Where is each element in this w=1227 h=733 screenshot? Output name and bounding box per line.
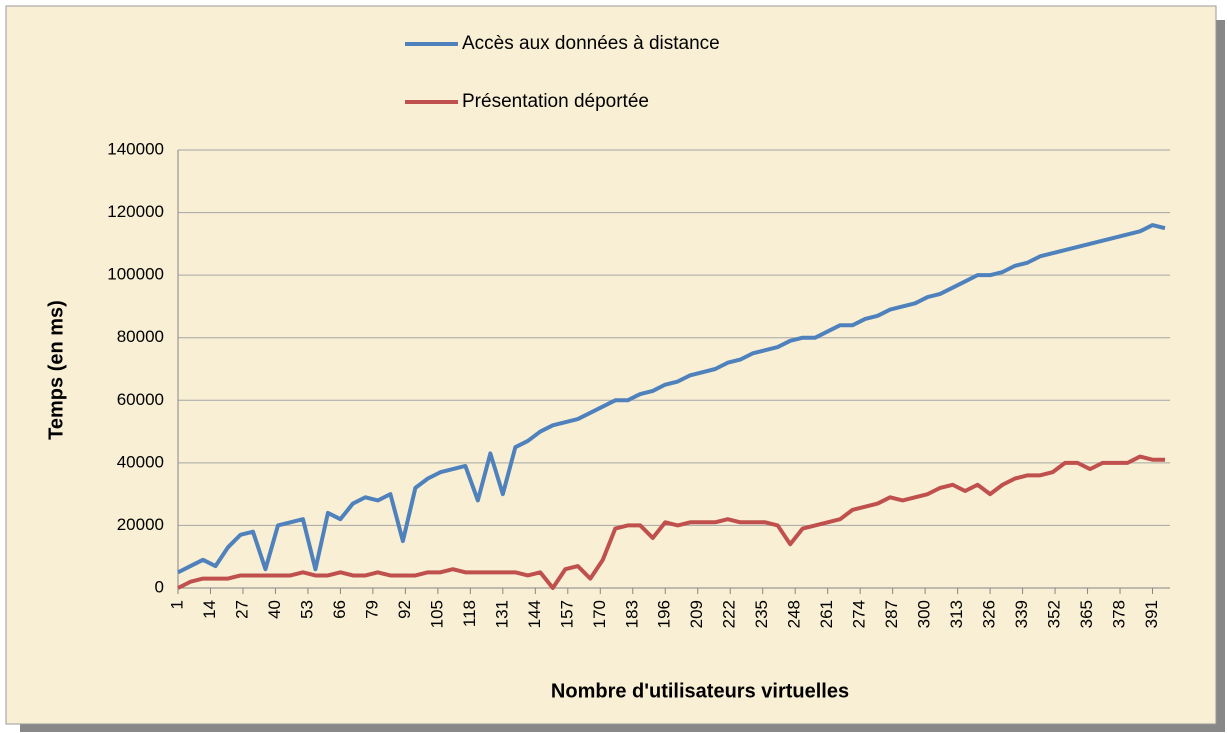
x-tick-label: 14: [200, 600, 219, 619]
y-tick-label: 40000: [117, 452, 164, 471]
x-tick-label: 326: [980, 600, 999, 628]
x-tick-label: 79: [362, 600, 381, 619]
chart-frame: [5, 5, 1217, 725]
x-tick-label: 40: [265, 600, 284, 619]
y-tick-label: 0: [155, 577, 164, 596]
x-tick-label: 352: [1045, 600, 1064, 628]
x-tick-label: 235: [752, 600, 771, 628]
x-tick-label: 105: [427, 600, 446, 628]
x-tick-label: 248: [785, 600, 804, 628]
x-tick-label: 313: [947, 600, 966, 628]
y-tick-label: 100000: [107, 265, 164, 284]
x-tick-label: 287: [882, 600, 901, 628]
y-tick-label: 80000: [117, 327, 164, 346]
x-tick-label: 222: [720, 600, 739, 628]
x-tick-label: 339: [1012, 600, 1031, 628]
x-tick-label: 144: [525, 600, 544, 628]
y-axis-label: Temps (en ms): [45, 300, 67, 440]
x-tick-label: 196: [655, 600, 674, 628]
series-line: [177, 454, 1166, 590]
x-tick-label: 274: [850, 600, 869, 628]
x-tick-label: 118: [460, 600, 479, 627]
x-tick-label: 183: [622, 600, 641, 628]
x-tick-label: 261: [817, 600, 836, 628]
series-line: [177, 223, 1166, 575]
x-tick-label: 53: [297, 600, 316, 619]
y-tick-label: 20000: [117, 515, 164, 534]
y-tick-label: 120000: [107, 202, 164, 221]
x-tick-label: 157: [557, 600, 576, 628]
legend-label: Accès aux données à distance: [462, 33, 720, 54]
x-tick-label: 131: [492, 600, 511, 628]
x-tick-label: 1: [167, 600, 186, 609]
x-tick-label: 209: [687, 600, 706, 628]
x-axis-label: Nombre d'utilisateurs virtuelles: [551, 680, 849, 702]
x-tick-label: 27: [232, 600, 251, 619]
x-tick-label: 378: [1110, 600, 1129, 628]
y-tick-label: 60000: [117, 390, 164, 409]
x-tick-label: 300: [915, 600, 934, 628]
legend-label: Présentation déportée: [462, 91, 649, 112]
x-tick-label: 66: [330, 600, 349, 619]
y-tick-label: 140000: [107, 139, 164, 158]
x-tick-label: 391: [1142, 600, 1161, 628]
x-tick-label: 170: [590, 600, 609, 628]
x-tick-label: 365: [1077, 600, 1096, 628]
x-tick-label: 92: [395, 600, 414, 619]
